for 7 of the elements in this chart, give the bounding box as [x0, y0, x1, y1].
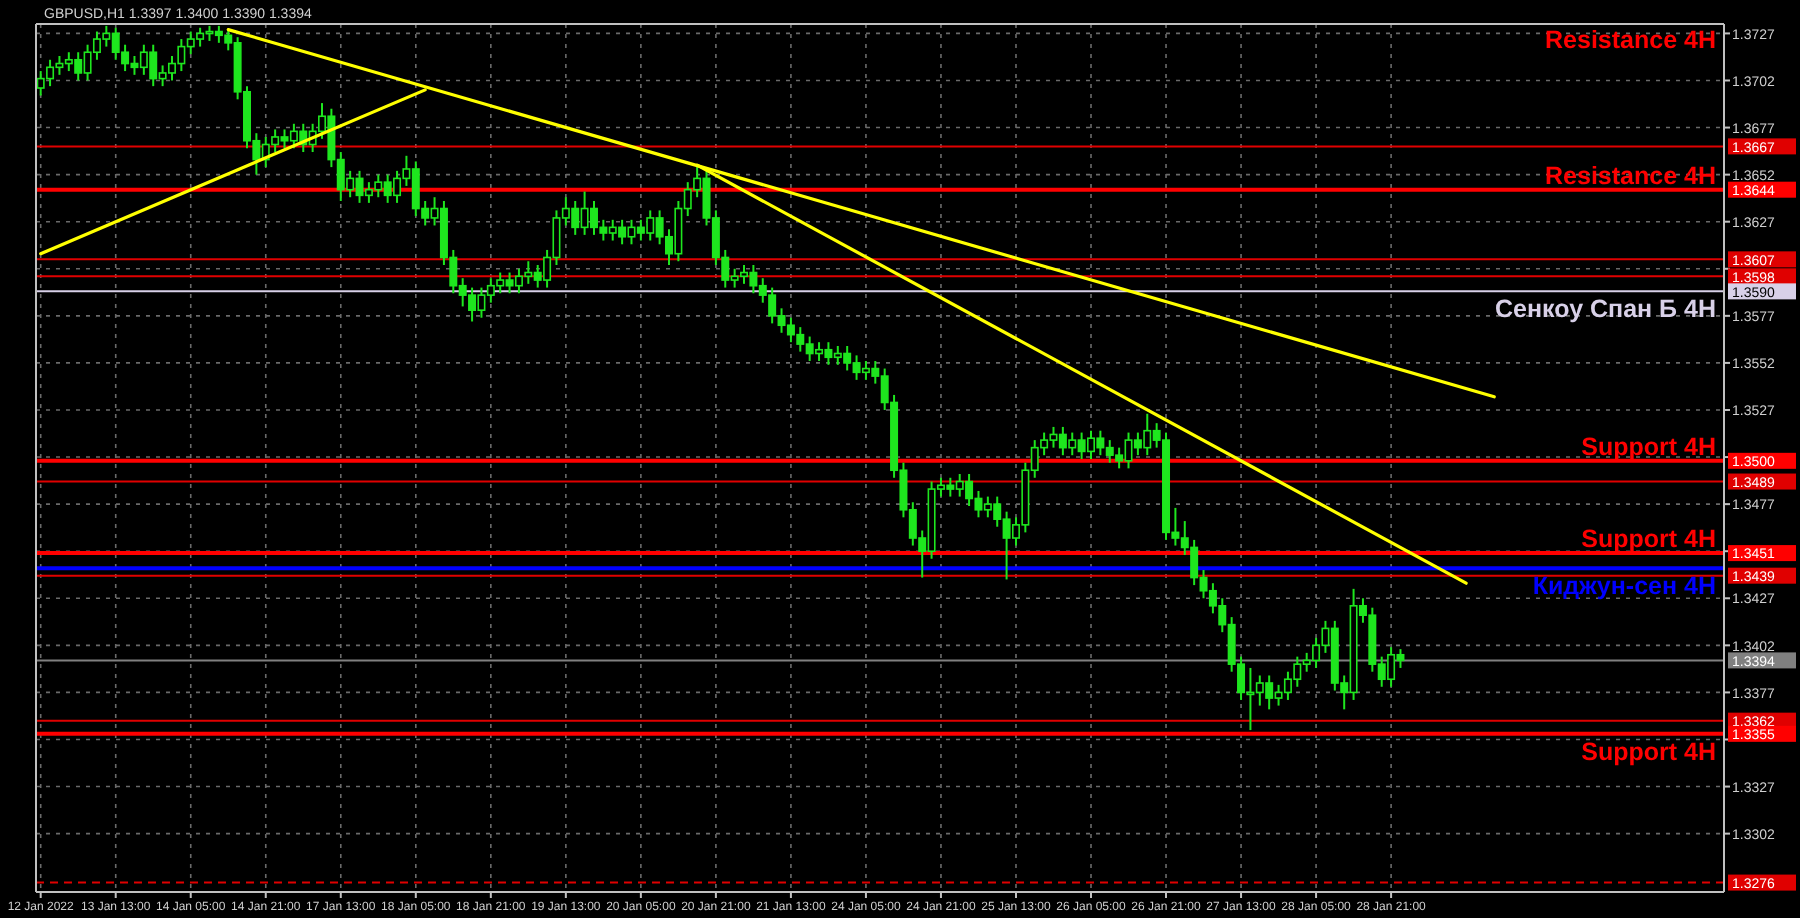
annotation: Resistance 4H	[1545, 26, 1716, 54]
annotation: Киджун-сен 4H	[1532, 572, 1716, 601]
annotation: Сенкоу Спан Б 4H	[1494, 295, 1716, 324]
annotation: Support 4H	[1581, 737, 1716, 766]
annotation: Support 4H	[1581, 525, 1716, 554]
annotation: Resistance 4H	[1545, 161, 1716, 190]
annotation: Support 4H	[1581, 432, 1716, 461]
